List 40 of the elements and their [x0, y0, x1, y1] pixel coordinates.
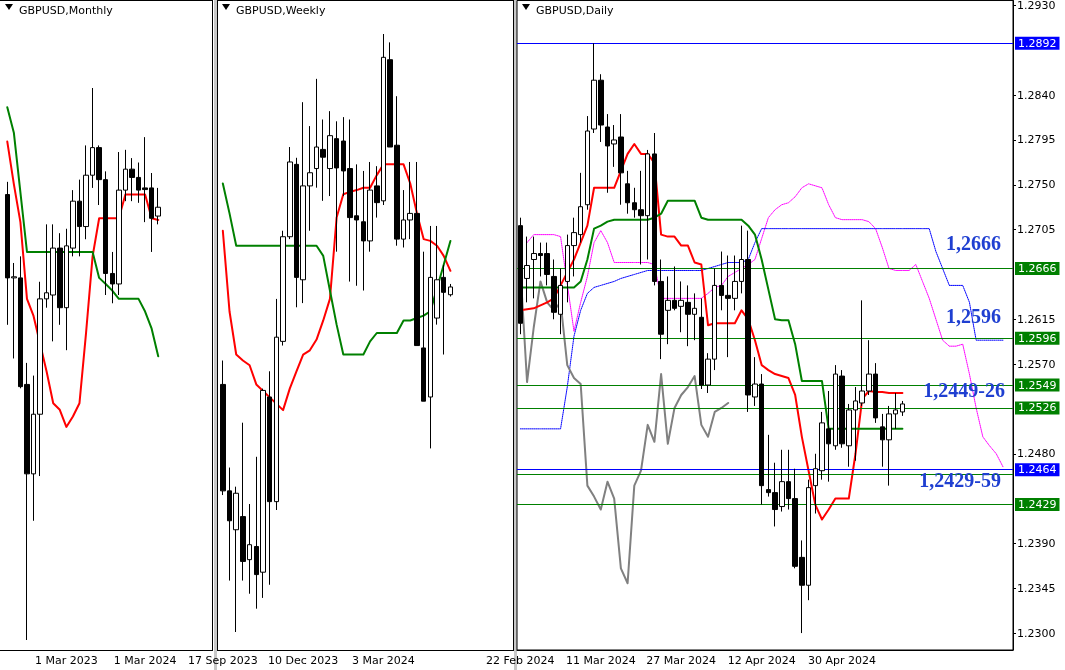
- candlestick: [421, 251, 426, 402]
- candlestick: [625, 170, 630, 215]
- x-tick-label: 11 Mar 2024: [565, 654, 636, 667]
- ref-line-label: 1.2526: [1018, 401, 1057, 415]
- y-tick-label: 1.2390: [1017, 536, 1056, 550]
- x-tick-label: 1 Mar 2023: [34, 654, 98, 667]
- ref-line-label: 1.2549: [1018, 378, 1057, 392]
- candlestick: [900, 400, 905, 417]
- annotation: 1,2429-59: [919, 469, 1002, 491]
- y-tick-label: 1.2930: [1017, 0, 1056, 12]
- x-tick-label: 17 Sep 2023: [187, 654, 258, 667]
- x-tick-label: 10 Dec 2023: [268, 654, 339, 667]
- x-tick-label: 30 Apr 2024: [808, 654, 877, 667]
- chart-title: GBPUSD,Weekly: [236, 4, 326, 17]
- x-tick-label: 22 Feb 2024: [486, 654, 555, 667]
- line-series: [526, 183, 1004, 468]
- chart-title: GBPUSD,Monthly: [19, 4, 114, 17]
- line-series: [519, 228, 1004, 430]
- y-tick-label: 1.2795: [1017, 133, 1056, 147]
- x-tick-label: 12 Apr 2024: [727, 654, 796, 667]
- y-tick-label: 1.2300: [1017, 626, 1056, 640]
- candlestick: [585, 115, 590, 211]
- ref-line-label: 1.2892: [1018, 36, 1057, 50]
- chart-title: GBPUSD,Daily: [536, 4, 615, 17]
- x-tick-label: 3 Mar 2024: [352, 654, 415, 667]
- ref-line-label: 1.2429: [1018, 498, 1057, 512]
- y-tick-label: 1.2345: [1017, 581, 1056, 595]
- x-tick-label: 1 Mar 2024: [113, 654, 177, 667]
- y-tick-label: 1.2705: [1017, 223, 1056, 237]
- y-tick-label: 1.2615: [1017, 312, 1056, 326]
- ref-line-label: 1.2596: [1018, 331, 1057, 345]
- ref-line-label: 1.2666: [1018, 261, 1057, 275]
- y-tick-label: 1.2480: [1017, 447, 1056, 461]
- candlestick: [448, 283, 453, 298]
- y-tick-label: 1.2570: [1017, 357, 1056, 371]
- annotation: 1,2666: [946, 232, 1001, 254]
- y-tick-label: 1.2840: [1017, 88, 1056, 102]
- y-tick-label: 1.2750: [1017, 178, 1056, 192]
- x-tick-label: 27 Mar 2024: [646, 654, 717, 667]
- ref-line-label: 1.2464: [1018, 463, 1057, 477]
